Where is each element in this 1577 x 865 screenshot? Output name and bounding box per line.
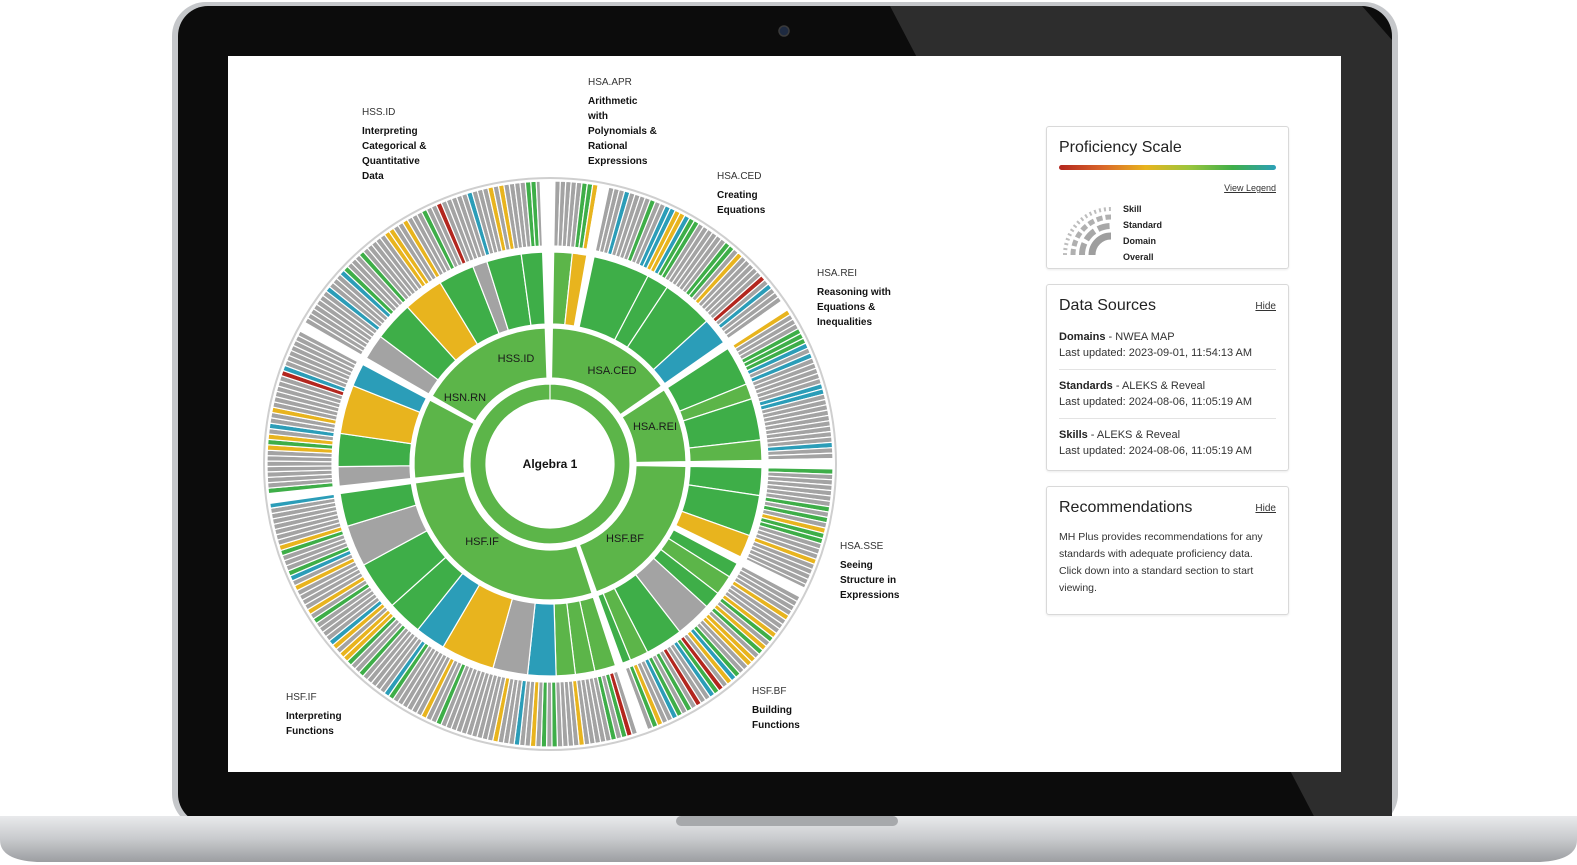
domain-code-label: HSS.ID bbox=[362, 107, 395, 118]
standard-segment[interactable] bbox=[339, 482, 417, 527]
domain-segment[interactable] bbox=[414, 475, 593, 601]
source-updated: Last updated: 2024-08-06, 11:05:19 AM bbox=[1059, 396, 1253, 408]
standard-segment[interactable] bbox=[688, 439, 763, 463]
source-provider: - ALEKS & Reveal bbox=[1087, 429, 1181, 441]
domain-name-label: Quantitative bbox=[362, 156, 420, 167]
skill-segment[interactable] bbox=[586, 184, 600, 251]
domain-name-label: Polynomials & bbox=[588, 126, 657, 137]
skill-segment[interactable] bbox=[623, 667, 649, 731]
level-standard: Standard bbox=[1123, 220, 1163, 230]
domain-name-label: Building bbox=[752, 705, 792, 716]
standard-segment[interactable] bbox=[675, 510, 751, 558]
domain-code-label: HSA.REI bbox=[817, 268, 857, 279]
domain-name-label: Inequalities bbox=[817, 317, 872, 328]
recommendations-text: MH Plus provides recommendations for any… bbox=[1059, 531, 1263, 594]
domain-code-label: HSA.CED bbox=[717, 171, 761, 182]
domain-code-label: HSF.IF bbox=[286, 692, 317, 703]
data-sources-hide-link[interactable]: Hide bbox=[1255, 301, 1276, 312]
domain-name-label: Functions bbox=[286, 726, 334, 737]
skill-segment[interactable] bbox=[727, 300, 783, 340]
domain-segment[interactable] bbox=[550, 327, 663, 416]
domain-label: HSA.CED bbox=[588, 365, 637, 377]
sunburst-rings bbox=[263, 177, 837, 751]
source-standards: Standards - ALEKS & Reveal Last updated:… bbox=[1059, 370, 1276, 419]
domain-label: HSF.BF bbox=[606, 533, 644, 545]
proficiency-scale-panel: Proficiency Scale View Legend Skill Stan… bbox=[1046, 126, 1289, 269]
source-updated: Last updated: 2024-08-06, 11:05:19 AM bbox=[1059, 445, 1253, 457]
recommendations-panel: Recommendations Hide MH Plus provides re… bbox=[1046, 486, 1289, 615]
domain-name-label: Expressions bbox=[588, 156, 648, 167]
skill-segment[interactable] bbox=[535, 180, 544, 247]
domain-name-label: Reasoning with bbox=[817, 287, 891, 298]
source-updated: Last updated: 2023-09-01, 11:54:13 AM bbox=[1059, 347, 1253, 359]
level-skill: Skill bbox=[1123, 204, 1142, 214]
center-label: Algebra 1 bbox=[523, 457, 578, 471]
domain-code-label: HSA.APR bbox=[588, 77, 632, 88]
proficiency-scale-title: Proficiency Scale bbox=[1059, 139, 1182, 156]
domain-segment[interactable] bbox=[578, 464, 687, 593]
skill-segment[interactable] bbox=[745, 556, 807, 589]
standard-segment[interactable] bbox=[352, 363, 428, 414]
proficiency-gradient-bar bbox=[1059, 165, 1276, 170]
domain-name-label: Data bbox=[362, 171, 384, 182]
proficiency-sunburst-chart: Algebra 1 HSS.ID HSA.CED HSA.REI HSF.BF HSF.I… bbox=[263, 77, 900, 751]
domain-name-label: Categorical & bbox=[362, 141, 426, 152]
skill-segment[interactable] bbox=[297, 330, 359, 366]
level-overall: Overall bbox=[1123, 252, 1154, 262]
source-provider: - ALEKS & Reveal bbox=[1112, 380, 1206, 392]
domain-segment[interactable] bbox=[621, 389, 687, 464]
source-label: Standards bbox=[1059, 380, 1113, 392]
source-domains: Domains - NWEA MAP Last updated: 2023-09… bbox=[1059, 321, 1276, 370]
domain-label: HSF.IF bbox=[465, 536, 499, 548]
data-sources-panel: Data Sources Hide Domains - NWEA MAP Las… bbox=[1046, 284, 1289, 471]
domain-name-label: Expressions bbox=[840, 590, 900, 601]
domain-code-label: HSF.BF bbox=[752, 686, 786, 697]
domain-name-label: Equations & bbox=[817, 302, 875, 313]
domain-name-label: Equations bbox=[717, 205, 766, 216]
source-label: Domains bbox=[1059, 331, 1106, 343]
domain-name-label: Structure in bbox=[840, 575, 896, 586]
domain-name-label: Arithmetic bbox=[588, 96, 638, 107]
domain-name-label: with bbox=[587, 111, 608, 122]
standard-segment[interactable] bbox=[597, 592, 632, 664]
domain-name-label: Seeing bbox=[840, 560, 873, 571]
recommendations-hide-link[interactable]: Hide bbox=[1255, 503, 1276, 514]
standard-segment[interactable] bbox=[337, 465, 412, 487]
center-hub bbox=[490, 404, 610, 524]
view-legend-link[interactable]: View Legend bbox=[1224, 183, 1276, 193]
source-label: Skills bbox=[1059, 429, 1088, 441]
skill-segment[interactable] bbox=[269, 493, 336, 509]
domain-segment[interactable] bbox=[413, 399, 475, 479]
domain-name-label: Interpreting bbox=[286, 711, 342, 722]
domain-label: HSN.RN bbox=[444, 392, 486, 404]
source-skills: Skills - ALEKS & Reveal Last updated: 20… bbox=[1059, 419, 1276, 467]
domain-name-label: Creating bbox=[717, 190, 758, 201]
domain-label: HSS.ID bbox=[498, 353, 535, 365]
source-provider: - NWEA MAP bbox=[1105, 331, 1175, 343]
overall-ring[interactable] bbox=[469, 383, 631, 545]
level-domain: Domain bbox=[1123, 236, 1157, 246]
domain-name-label: Interpreting bbox=[362, 126, 418, 137]
screen: Algebra 1 HSS.ID HSA.CED HSA.REI HSF.BF HSF.I… bbox=[228, 56, 1341, 772]
recommendations-title: Recommendations bbox=[1059, 499, 1193, 516]
standard-segment[interactable] bbox=[652, 320, 725, 385]
standard-segment[interactable] bbox=[564, 252, 588, 327]
skill-segment[interactable] bbox=[767, 457, 834, 461]
standard-segment[interactable] bbox=[520, 251, 546, 326]
sunburst-labels: Algebra 1 HSS.ID HSA.CED HSA.REI HSF.BF HSF.I… bbox=[286, 77, 900, 737]
domain-name-label: Functions bbox=[752, 720, 800, 731]
ring-levels-icon bbox=[1063, 207, 1112, 256]
domain-label: HSA.REI bbox=[633, 421, 677, 433]
data-sources-title: Data Sources bbox=[1059, 297, 1156, 314]
outer-border-ring bbox=[263, 177, 837, 751]
domain-code-label: HSA.SSE bbox=[840, 541, 884, 552]
domain-segment[interactable] bbox=[431, 327, 548, 422]
domain-name-label: Rational bbox=[588, 141, 628, 152]
